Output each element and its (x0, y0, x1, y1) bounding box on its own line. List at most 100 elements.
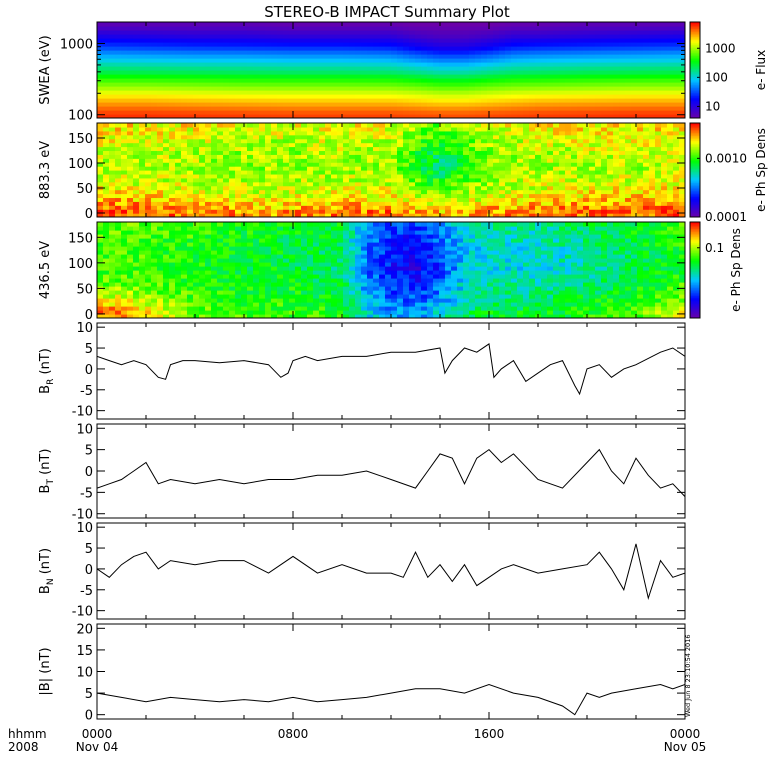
heatmap-cell (559, 158, 566, 163)
heatmap-cell (505, 134, 512, 140)
heatmap-cell (661, 98, 668, 103)
heatmap-cell (139, 34, 146, 39)
heatmap-cell (289, 130, 296, 136)
heatmap-cell (337, 150, 344, 155)
heatmap-cell (607, 106, 614, 111)
heatmap-cell (145, 166, 152, 171)
heatmap-cell (541, 22, 548, 27)
heatmap-cell (355, 205, 362, 210)
heatmap-cell (553, 158, 560, 163)
heatmap-cell (97, 50, 104, 55)
heatmap-cell (187, 170, 194, 175)
heatmap-cell (553, 34, 560, 39)
heatmap-cell (445, 74, 452, 79)
heatmap-cell (559, 181, 566, 187)
heatmap-cell (115, 123, 122, 128)
heatmap-cell (469, 162, 476, 167)
heatmap-cell (241, 30, 248, 35)
heatmap-cell (145, 78, 152, 83)
heatmap-cell (175, 197, 182, 202)
heatmap-cell (403, 162, 410, 167)
heatmap-cell (589, 34, 596, 39)
heatmap-cell (337, 130, 344, 136)
heatmap-cell (385, 185, 392, 191)
heatmap-cell (577, 106, 584, 111)
heatmap-cell (265, 193, 272, 199)
heatmap-cell (493, 58, 500, 63)
heatmap-cell (361, 102, 368, 107)
heatmap-cell (547, 82, 554, 87)
heatmap-cell (349, 42, 356, 47)
heatmap-cell (559, 150, 566, 155)
heatmap-cell (649, 189, 656, 195)
heatmap-cell (373, 70, 380, 75)
heatmap-cell (217, 162, 224, 167)
heatmap-cell (577, 134, 584, 140)
heatmap-cell (109, 306, 116, 311)
heatmap-cell (607, 185, 614, 191)
heatmap-cell (571, 146, 578, 152)
heatmap-cell (301, 114, 308, 118)
heatmap-cell (463, 106, 470, 111)
heatmap-cell (619, 114, 626, 118)
heatmap-cell (625, 26, 632, 31)
heatmap-cell (457, 150, 464, 155)
heatmap-cell (391, 78, 398, 83)
heatmap-cell (415, 201, 422, 206)
heatmap-cell (613, 142, 620, 148)
heatmap-cell (169, 154, 176, 159)
colorbar-swatch (690, 176, 700, 179)
heatmap-cell (571, 106, 578, 111)
heatmap-cell (463, 170, 470, 175)
heatmap-cell (607, 213, 614, 217)
heatmap-cell (487, 134, 494, 140)
heatmap-cell (223, 26, 230, 31)
heatmap-cell (517, 197, 524, 202)
heatmap-cell (151, 106, 158, 111)
heatmap-cell (283, 62, 290, 67)
heatmap-cell (229, 162, 236, 167)
heatmap-cell (283, 213, 290, 217)
heatmap-cell (379, 70, 386, 75)
heatmap-cell (373, 22, 380, 27)
heatmap-cell (223, 173, 230, 179)
heatmap-cell (385, 70, 392, 75)
heatmap-cell (637, 30, 644, 35)
heatmap-cell (415, 138, 422, 144)
heatmap-cell (181, 110, 188, 115)
heatmap-cell (529, 26, 536, 31)
heatmap-cell (445, 158, 452, 163)
heatmap-cell (301, 26, 308, 31)
heatmap-cell (547, 62, 554, 67)
heatmap-cell (673, 177, 680, 183)
heatmap-cell (337, 62, 344, 67)
heatmap-cell (223, 102, 230, 107)
heatmap-cell (457, 201, 464, 206)
heatmap-cell (331, 130, 338, 136)
heatmap-cell (283, 22, 290, 27)
heatmap-cell (235, 209, 242, 214)
heatmap-cell (283, 38, 290, 43)
heatmap-cell (661, 38, 668, 43)
heatmap-cell (547, 181, 554, 187)
heatmap-cell (553, 166, 560, 171)
heatmap-cell (613, 30, 620, 35)
heatmap-cell (433, 123, 440, 128)
heatmap-cell (163, 46, 170, 51)
heatmap-cell (475, 193, 482, 199)
heatmap-cell (277, 30, 284, 35)
heatmap-cell (505, 106, 512, 111)
heatmap-cell (403, 154, 410, 159)
heatmap-cell (607, 86, 614, 91)
heatmap-cell (319, 90, 326, 95)
heatmap-cell (211, 58, 218, 63)
heatmap-cell (511, 185, 518, 191)
heatmap-cell (211, 154, 218, 159)
heatmap-cell (637, 142, 644, 148)
heatmap-cell (661, 150, 668, 155)
heatmap-cell (517, 173, 524, 179)
heatmap-cell (367, 189, 374, 195)
heatmap-cell (535, 154, 542, 159)
heatmap-cell (337, 189, 344, 195)
heatmap-cell (307, 82, 314, 87)
